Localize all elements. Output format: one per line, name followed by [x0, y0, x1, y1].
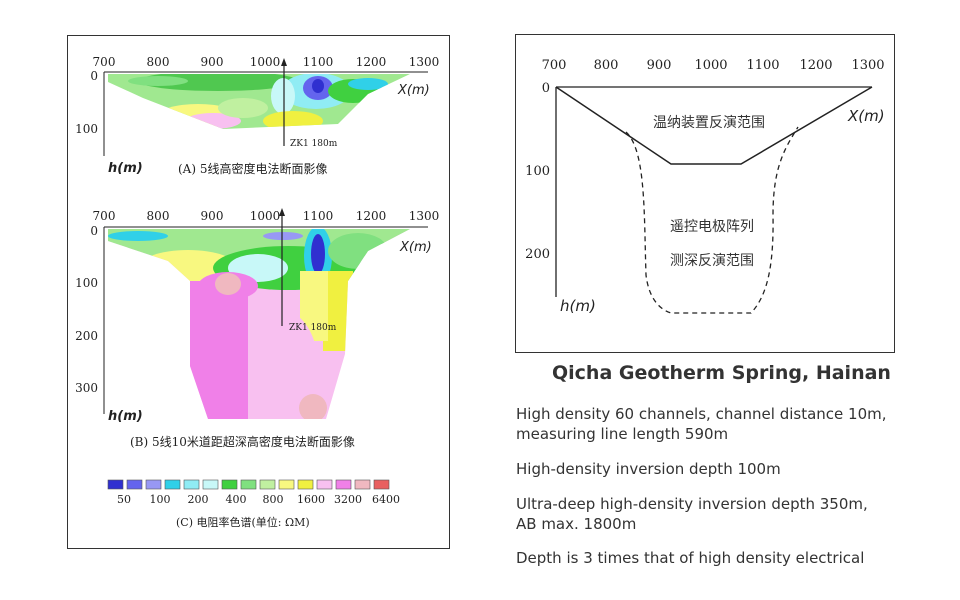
- section-a-x-tick: 1200: [356, 55, 387, 69]
- site-title: Qicha Geotherm Spring, Hainan: [552, 362, 891, 384]
- section-a-x-axis-label: X(m): [397, 83, 430, 98]
- section-b-x-tick: 1300: [409, 209, 440, 223]
- colorscale-swatch: [335, 479, 352, 490]
- resistivity-sections-figure: 700 800 900 1000 1100 1200 1300 0 100: [75, 55, 440, 529]
- section-a-y-tick: 100: [75, 122, 98, 136]
- section-a-borehole-label: ZK1 180m: [290, 139, 338, 149]
- inversion-range-diagram-panel: 700 800 900 1000 1100 1200 1300 0 100 20…: [515, 34, 895, 353]
- diagram-x-tick: 800: [594, 58, 619, 73]
- colorscale-swatches: [107, 479, 390, 490]
- section-a-y-tick: 0: [90, 69, 98, 83]
- colorscale-label: 3200: [334, 493, 362, 506]
- colorscale-label: 800: [263, 493, 284, 506]
- colorscale-swatch: [107, 479, 124, 490]
- diagram-x-tick: 1000: [694, 58, 727, 73]
- wenner-inversion-boundary: [555, 86, 873, 165]
- diagram-y-axis-label: h(m): [560, 297, 596, 315]
- section-b-x-tick: 800: [147, 209, 170, 223]
- colorscale-swatch: [259, 479, 276, 490]
- section-b-y-tick: 0: [90, 224, 98, 238]
- section-a-image: [108, 74, 410, 129]
- section-b-borehole-arrow: [279, 208, 285, 216]
- section-a-caption: (A) 5线高密度电法断面影像: [178, 161, 327, 176]
- section-b-y-axis-label: h(m): [108, 409, 143, 424]
- section-b-x-tick: 900: [201, 209, 224, 223]
- colorscale-swatch: [316, 479, 333, 490]
- colorscale-swatch: [240, 479, 257, 490]
- section-b-y-tick: 200: [75, 329, 98, 343]
- deep-inversion-boundary: [625, 126, 799, 314]
- colorscale-label: 200: [188, 493, 209, 506]
- section-b-x-axis-label: X(m): [399, 240, 432, 255]
- colorscale-swatch: [297, 479, 314, 490]
- colorscale-label: 400: [226, 493, 247, 506]
- diagram-x-tick: 1100: [746, 58, 779, 73]
- section-a-x-tick: 900: [201, 55, 224, 69]
- section-a-x-tick: 1000: [250, 55, 281, 69]
- section-a-x-ticks: 700 800 900 1000 1100 1200 1300: [93, 55, 440, 69]
- diagram-y-tick: 200: [525, 247, 550, 262]
- colorscale-swatch: [126, 479, 143, 490]
- inversion-range-diagram: 700 800 900 1000 1100 1200 1300 0 100 20…: [525, 58, 885, 315]
- section-a-y-axis-label: h(m): [108, 161, 143, 176]
- colorscale-swatch: [354, 479, 371, 490]
- diagram-label-shallow: 温纳装置反演范围: [653, 114, 765, 131]
- section-b-y-tick: 100: [75, 276, 98, 290]
- colorscale-swatch: [278, 479, 295, 490]
- diagram-x-tick: 1300: [851, 58, 884, 73]
- section-a-x-tick: 700: [93, 55, 116, 69]
- diagram-y-tick: 100: [525, 164, 550, 179]
- section-b-caption: (B) 5线10米道距超深高密度电法断面影像: [130, 434, 355, 449]
- colorscale-swatch: [373, 479, 390, 490]
- colorscale-swatch: [221, 479, 238, 490]
- diagram-x-axis-label: X(m): [847, 107, 885, 125]
- colorscale-label: 6400: [372, 493, 400, 506]
- resistivity-sections-panel: 700 800 900 1000 1100 1200 1300 0 100: [67, 35, 450, 549]
- note-depth-ratio: Depth is 3 times that of high density el…: [516, 549, 865, 567]
- section-a-x-tick: 1100: [303, 55, 334, 69]
- diagram-y-tick: 0: [542, 81, 550, 96]
- note-channels: High density 60 channels, channel distan…: [516, 405, 887, 423]
- section-b-x-tick: 1200: [356, 209, 387, 223]
- note-ultra-deep-depth: Ultra-deep high-density inversion depth …: [516, 495, 868, 513]
- section-a-x-tick: 1300: [409, 55, 440, 69]
- section-b-x-tick: 1100: [303, 209, 334, 223]
- colorscale-swatch: [183, 479, 200, 490]
- diagram-label-deep-line2: 测深反演范围: [670, 252, 754, 269]
- section-b-borehole-label: ZK1 180m: [289, 323, 337, 333]
- section-a-borehole-arrow: [281, 58, 287, 66]
- colorscale-swatch: [164, 479, 181, 490]
- colorscale-caption: (C) 电阻率色谱(单位: ΩM): [176, 515, 310, 529]
- diagram-x-tick: 900: [647, 58, 672, 73]
- note-inversion-depth: High-density inversion depth 100m: [516, 460, 781, 478]
- diagram-x-tick: 1200: [799, 58, 832, 73]
- colorscale-swatch: [145, 479, 162, 490]
- diagram-label-deep-line1: 遥控电极阵列: [670, 219, 754, 235]
- section-a-x-tick: 800: [147, 55, 170, 69]
- diagram-x-tick: 700: [542, 58, 567, 73]
- diagram-x-ticks: 700 800 900 1000 1100 1200 1300: [542, 58, 885, 73]
- note-ab-max: AB max. 1800m: [516, 515, 637, 533]
- colorscale-label: 100: [150, 493, 171, 506]
- section-b-image: [108, 229, 410, 419]
- colorscale-labels: 50 100 200 400 800 1600 3200 6400: [117, 493, 400, 506]
- section-b-x-tick: 1000: [250, 209, 281, 223]
- section-b-y-tick: 300: [75, 381, 98, 395]
- section-b-x-ticks: 700 800 900 1000 1100 1200 1300: [93, 209, 440, 223]
- colorscale-label: 1600: [297, 493, 325, 506]
- colorscale-swatch: [202, 479, 219, 490]
- section-b-x-tick: 700: [93, 209, 116, 223]
- note-line-length: measuring line length 590m: [516, 425, 729, 443]
- colorscale-label: 50: [117, 493, 131, 506]
